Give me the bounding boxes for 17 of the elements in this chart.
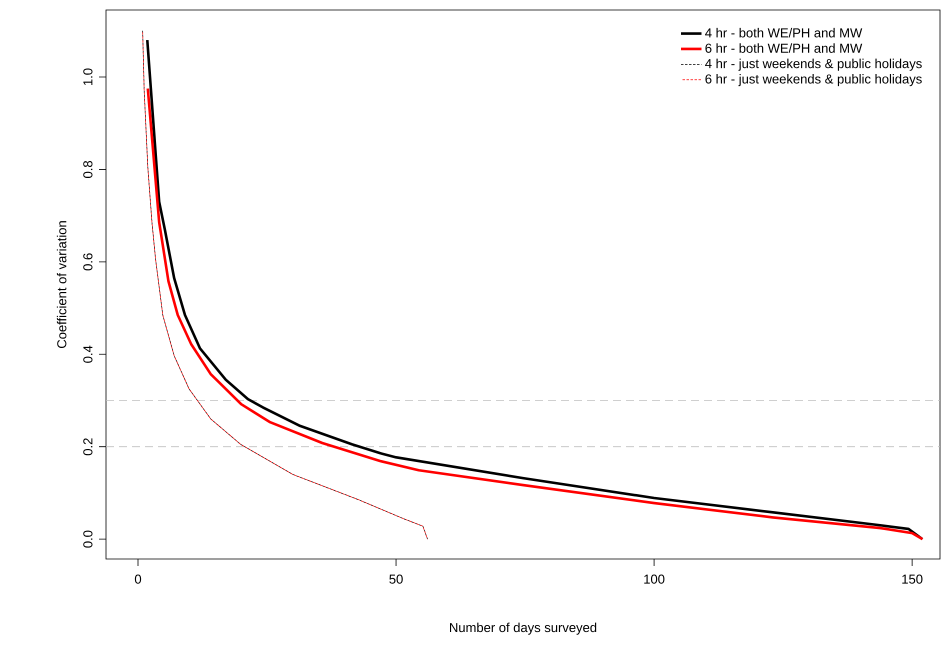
x-axis-title: Number of days surveyed [450,622,596,635]
y-tick-label: 0.4 [83,346,92,363]
x-tick-label: 0 [134,574,142,584]
legend-label: 4 hr - both WE/PH and MW [705,28,862,38]
legend-label: 4 hr - just weekends & public holidays [705,58,922,71]
x-tick-label: 150 [902,574,922,584]
legend-label: 6 hr - both WE/PH and MW [705,43,862,53]
y-tick-label: 0.2 [83,438,92,456]
line-series [142,30,428,540]
y-axis-title: Coefficient of variation [56,221,66,348]
y-tick-label: 0.6 [83,253,92,270]
x-tick-label: 100 [644,574,664,584]
x-tick-label: 50 [389,574,403,584]
y-tick-label: 0.0 [83,530,92,548]
y-tick-label: 1.0 [83,68,92,86]
legend-label: 6 hr - just weekends & public holidays [705,74,922,86]
y-tick-label: 0.8 [83,160,92,178]
